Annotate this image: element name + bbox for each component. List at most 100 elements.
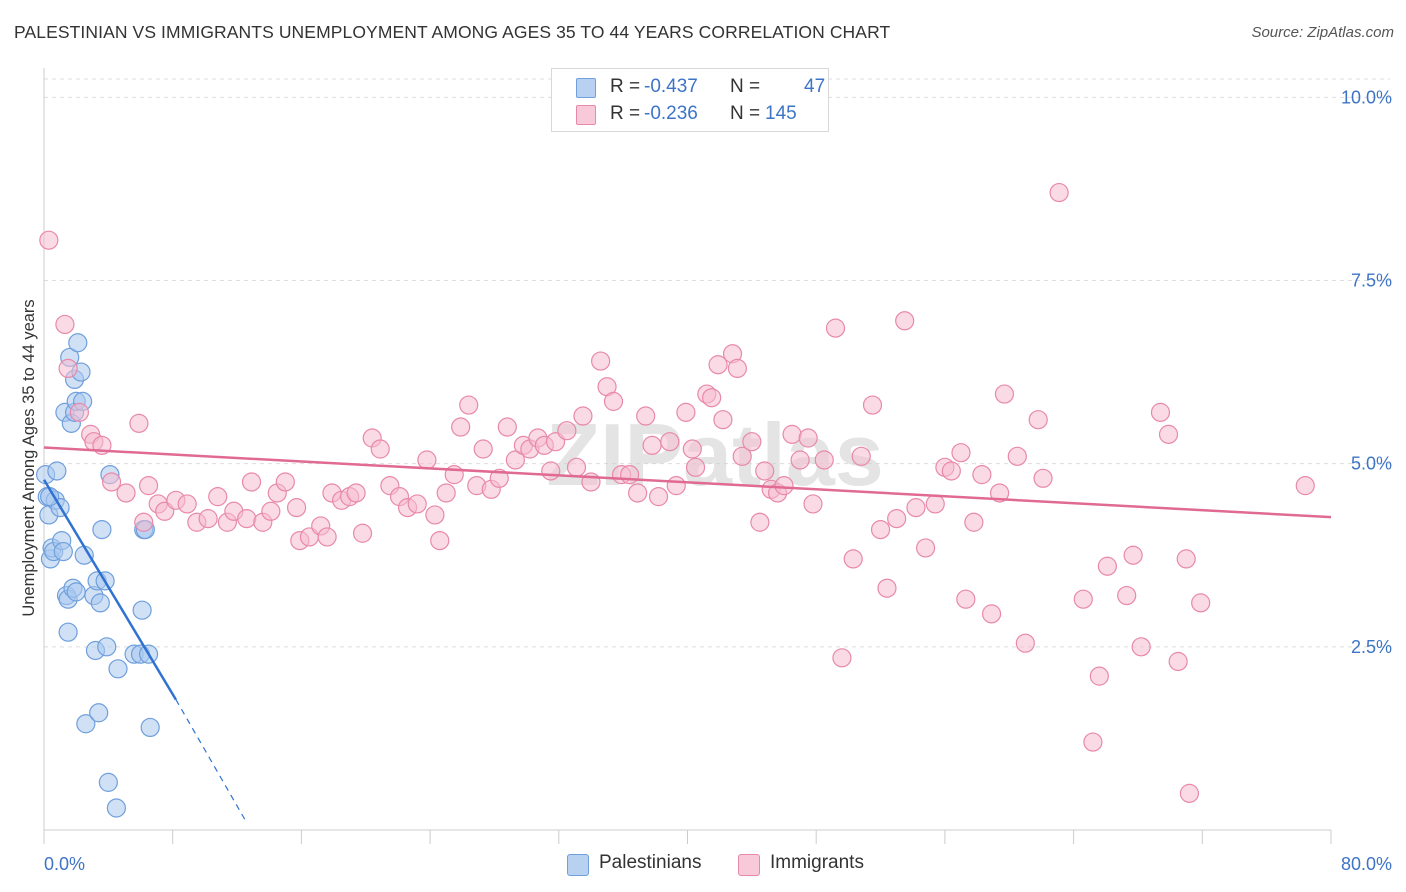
immigrants-point (505, 450, 525, 470)
chart-title: PALESTINIAN VS IMMIGRANTS UNEMPLOYMENT A… (14, 22, 891, 42)
immigrants-point (55, 314, 75, 335)
immigrants-point (660, 432, 680, 452)
palestinians-legend-label: Palestinians (599, 852, 702, 873)
palestinians-point (58, 622, 78, 642)
palestinians-point (89, 703, 109, 723)
palestinians-point (47, 461, 67, 481)
immigrants-point (1028, 410, 1048, 430)
immigrants-point (573, 406, 593, 426)
immigrants-point (566, 457, 587, 477)
immigrants-point (636, 406, 656, 426)
immigrants-point (648, 487, 669, 507)
immigrants-point (459, 395, 479, 415)
immigrants-point (138, 476, 159, 496)
immigrants-point (1083, 732, 1103, 752)
immigrants-point (69, 402, 89, 422)
immigrants-point (1097, 556, 1117, 576)
immigrants-point (915, 538, 936, 558)
immigrants-point (862, 395, 883, 415)
immigrants-point (832, 648, 852, 668)
immigrants-point (1191, 593, 1211, 613)
immigrants-point (642, 435, 662, 455)
immigrants-point (713, 410, 733, 430)
tick-labels: 2.5% 5.0% 7.5% 10.0% 0.0% 80.0% (44, 87, 1392, 874)
immigrants-point (925, 494, 945, 514)
immigrants-point (1117, 585, 1137, 606)
immigrants-point (750, 512, 770, 532)
legend-n-value: 145 (765, 103, 797, 124)
immigrants-point (702, 388, 722, 408)
immigrants-point (430, 530, 450, 551)
palestinians-trend-line (42, 479, 177, 701)
immigrants-point (708, 355, 728, 375)
legend-n-value: 47 (804, 76, 826, 97)
immigrants-point (798, 428, 818, 448)
immigrants-point (1089, 666, 1109, 686)
immigrants-point (473, 439, 493, 459)
immigrants-point (803, 494, 823, 514)
immigrants-point (177, 494, 197, 514)
immigrants-point (489, 468, 509, 488)
legend-r-value: -0.437 (644, 76, 698, 97)
trend-lines (42, 446, 1332, 823)
palestinians-point (76, 714, 96, 734)
y-axis-label: Unemployment Among Ages 35 to 44 years (20, 299, 38, 616)
palestinians-point (97, 637, 117, 657)
correlation-legend: R = -0.437 N = 47 R = -0.236 N = 145 (551, 68, 829, 132)
immigrants-point (116, 483, 136, 503)
x-tick-label: 0.0% (44, 854, 85, 874)
palestinians-legend-swatch (567, 854, 589, 876)
immigrants-point (951, 443, 971, 463)
immigrants-point (261, 501, 281, 521)
immigrants-point (1176, 549, 1196, 569)
immigrants-point (628, 483, 648, 503)
immigrants-point (870, 519, 891, 540)
immigrants-point (666, 476, 686, 496)
immigrants-point (237, 509, 257, 529)
immigrants-point (417, 450, 437, 470)
immigrants-point (825, 318, 846, 338)
immigrants-point (346, 483, 366, 503)
legend-r-label: R = (610, 103, 641, 124)
immigrants-point (352, 523, 373, 543)
immigrants-legend-swatch (738, 854, 760, 876)
immigrants-point (425, 505, 445, 525)
y-tick-label: 7.5% (1351, 270, 1392, 290)
immigrants-point (964, 512, 984, 532)
legend-n-label: N = (730, 76, 761, 97)
immigrants-point (370, 439, 390, 459)
immigrants-point (407, 494, 427, 514)
palestinians-point (140, 717, 160, 738)
legend-r-value: -0.236 (644, 103, 698, 124)
source-credit: Source: ZipAtlas.com (1251, 24, 1394, 41)
legend-n-label: N = (730, 103, 761, 124)
immigrants-point (317, 527, 337, 547)
palestinians-swatch (576, 78, 596, 98)
immigrants-point (208, 487, 228, 507)
immigrants-point (591, 351, 611, 371)
immigrants-point (755, 461, 775, 481)
immigrants-point (989, 483, 1010, 503)
y-tick-label: 2.5% (1351, 637, 1392, 657)
palestinians-point (90, 593, 110, 613)
palestinians-point (98, 772, 118, 792)
immigrants-legend-label: Immigrants (770, 852, 864, 873)
immigrants-point (732, 446, 752, 466)
immigrants-point (557, 421, 577, 441)
y-tick-label: 5.0% (1351, 454, 1392, 474)
immigrants-point (1073, 589, 1093, 609)
immigrants-point (742, 432, 762, 452)
immigrants-point (843, 549, 863, 569)
immigrants-point (685, 457, 706, 477)
immigrants-point (877, 578, 897, 598)
immigrants-point (1049, 182, 1069, 203)
immigrants-point (39, 230, 59, 250)
y-tick-label: 10.0% (1341, 87, 1392, 107)
immigrants-point (682, 439, 702, 459)
immigrants-point (241, 472, 262, 492)
immigrants-swatch (576, 105, 596, 125)
palestinians-point (53, 541, 73, 562)
immigrants-trend-line (43, 446, 1332, 519)
immigrants-point (603, 391, 624, 411)
